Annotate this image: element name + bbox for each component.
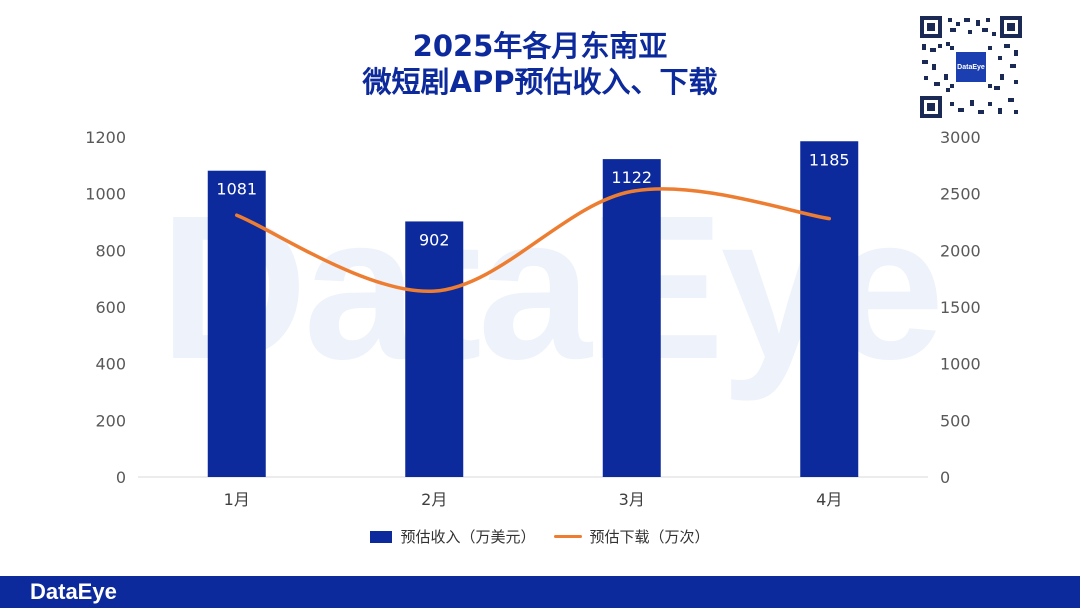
x-tick-label: 4月 (816, 490, 842, 509)
bar-data-label: 1185 (809, 150, 850, 169)
downloads-line (235, 187, 831, 293)
bar-data-label: 1122 (611, 168, 652, 187)
legend-label-downloads: 预估下载（万次） (589, 528, 710, 546)
y-left-tick-label: 600 (95, 298, 126, 317)
x-tick-label: 3月 (619, 490, 645, 509)
bar (405, 221, 464, 477)
y-right-tick-label: 0 (940, 468, 950, 487)
y-right-tick-label: 3000 (940, 128, 981, 147)
bar-data-label: 1081 (216, 180, 257, 199)
y-right-tick-label: 2000 (940, 241, 981, 260)
combo-chart: 0 200 400 600 800 1000 1200 0 500 1000 1500 2000 250… (85, 128, 981, 509)
bar (602, 159, 661, 477)
chart-title-line-2: 微短剧APP预估收入、下载 (362, 65, 718, 99)
qr-center-logo: DataEye (956, 52, 986, 82)
footer-logo: DataEye (30, 579, 117, 604)
footer-bar: DataEye (0, 576, 1080, 608)
y-left-tick-label: 200 (95, 411, 126, 430)
bar (207, 170, 266, 477)
legend-label-revenue: 预估收入（万美元） (400, 528, 536, 546)
y-right-tick-label: 1000 (940, 355, 981, 374)
bar (800, 141, 859, 477)
x-tick-label: 2月 (421, 490, 447, 509)
y-left-tick-label: 1000 (85, 185, 126, 204)
bar-data-label: 902 (419, 230, 450, 249)
y-left-tick-label: 400 (95, 355, 126, 374)
legend-line-swatch (553, 535, 582, 538)
y-right-tick-label: 500 (940, 411, 971, 430)
legend-item-revenue: 预估收入（万美元） (370, 526, 536, 547)
y-right-tick-label: 2500 (940, 185, 981, 204)
chart-legend: 预估收入（万美元） 预估下载（万次） (0, 526, 1080, 547)
legend-bar-swatch (370, 530, 393, 543)
legend-item-downloads: 预估下载（万次） (553, 526, 710, 547)
y-left-tick-label: 1200 (85, 128, 126, 147)
chart-title-line-1: 2025年各月东南亚 (412, 29, 668, 63)
y-left-tick-label: 0 (116, 468, 126, 487)
qr-code-icon (920, 16, 1022, 118)
qr-code: DataEye (920, 16, 1022, 118)
y-right-tick-label: 1500 (940, 298, 981, 317)
y-left-tick-label: 800 (95, 241, 126, 260)
x-tick-label: 1月 (224, 490, 250, 509)
